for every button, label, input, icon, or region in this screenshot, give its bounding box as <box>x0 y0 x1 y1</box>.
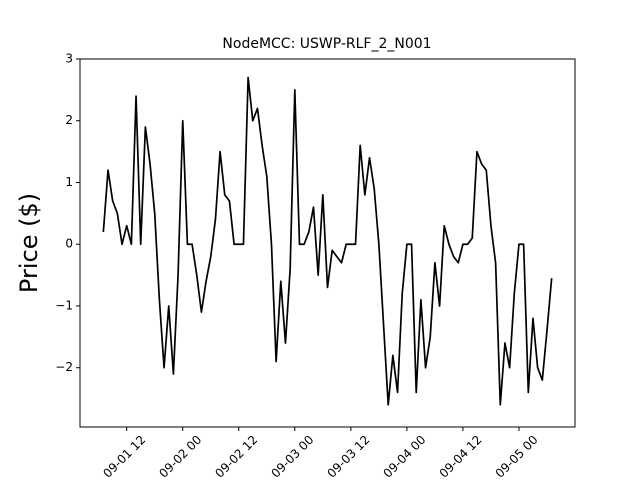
y-tick-label: 2 <box>65 113 73 127</box>
x-tick-label: 09-03 00 <box>268 433 316 480</box>
x-tick-label: 09-05 00 <box>493 433 541 480</box>
x-tick-label: 09-02 12 <box>212 433 260 480</box>
plot-frame <box>79 58 576 428</box>
x-tick-label: 09-04 00 <box>381 433 429 480</box>
y-tick-label: 1 <box>65 175 73 189</box>
y-axis-label: Price ($) <box>15 193 43 293</box>
x-tick-label: 09-02 00 <box>156 433 204 480</box>
price-line <box>102 76 553 406</box>
y-tick-label: −2 <box>55 360 73 374</box>
y-tick-label: 3 <box>65 52 73 66</box>
x-tick-label: 09-01 12 <box>100 433 148 480</box>
x-tick-label: 09-04 12 <box>437 433 485 480</box>
x-tick-label: 09-03 12 <box>324 433 372 480</box>
chart-title: NodeMCC: USWP-RLF_2_N001 <box>222 36 431 52</box>
y-tick-label: −1 <box>55 298 73 312</box>
y-tick-label: 0 <box>65 237 73 251</box>
